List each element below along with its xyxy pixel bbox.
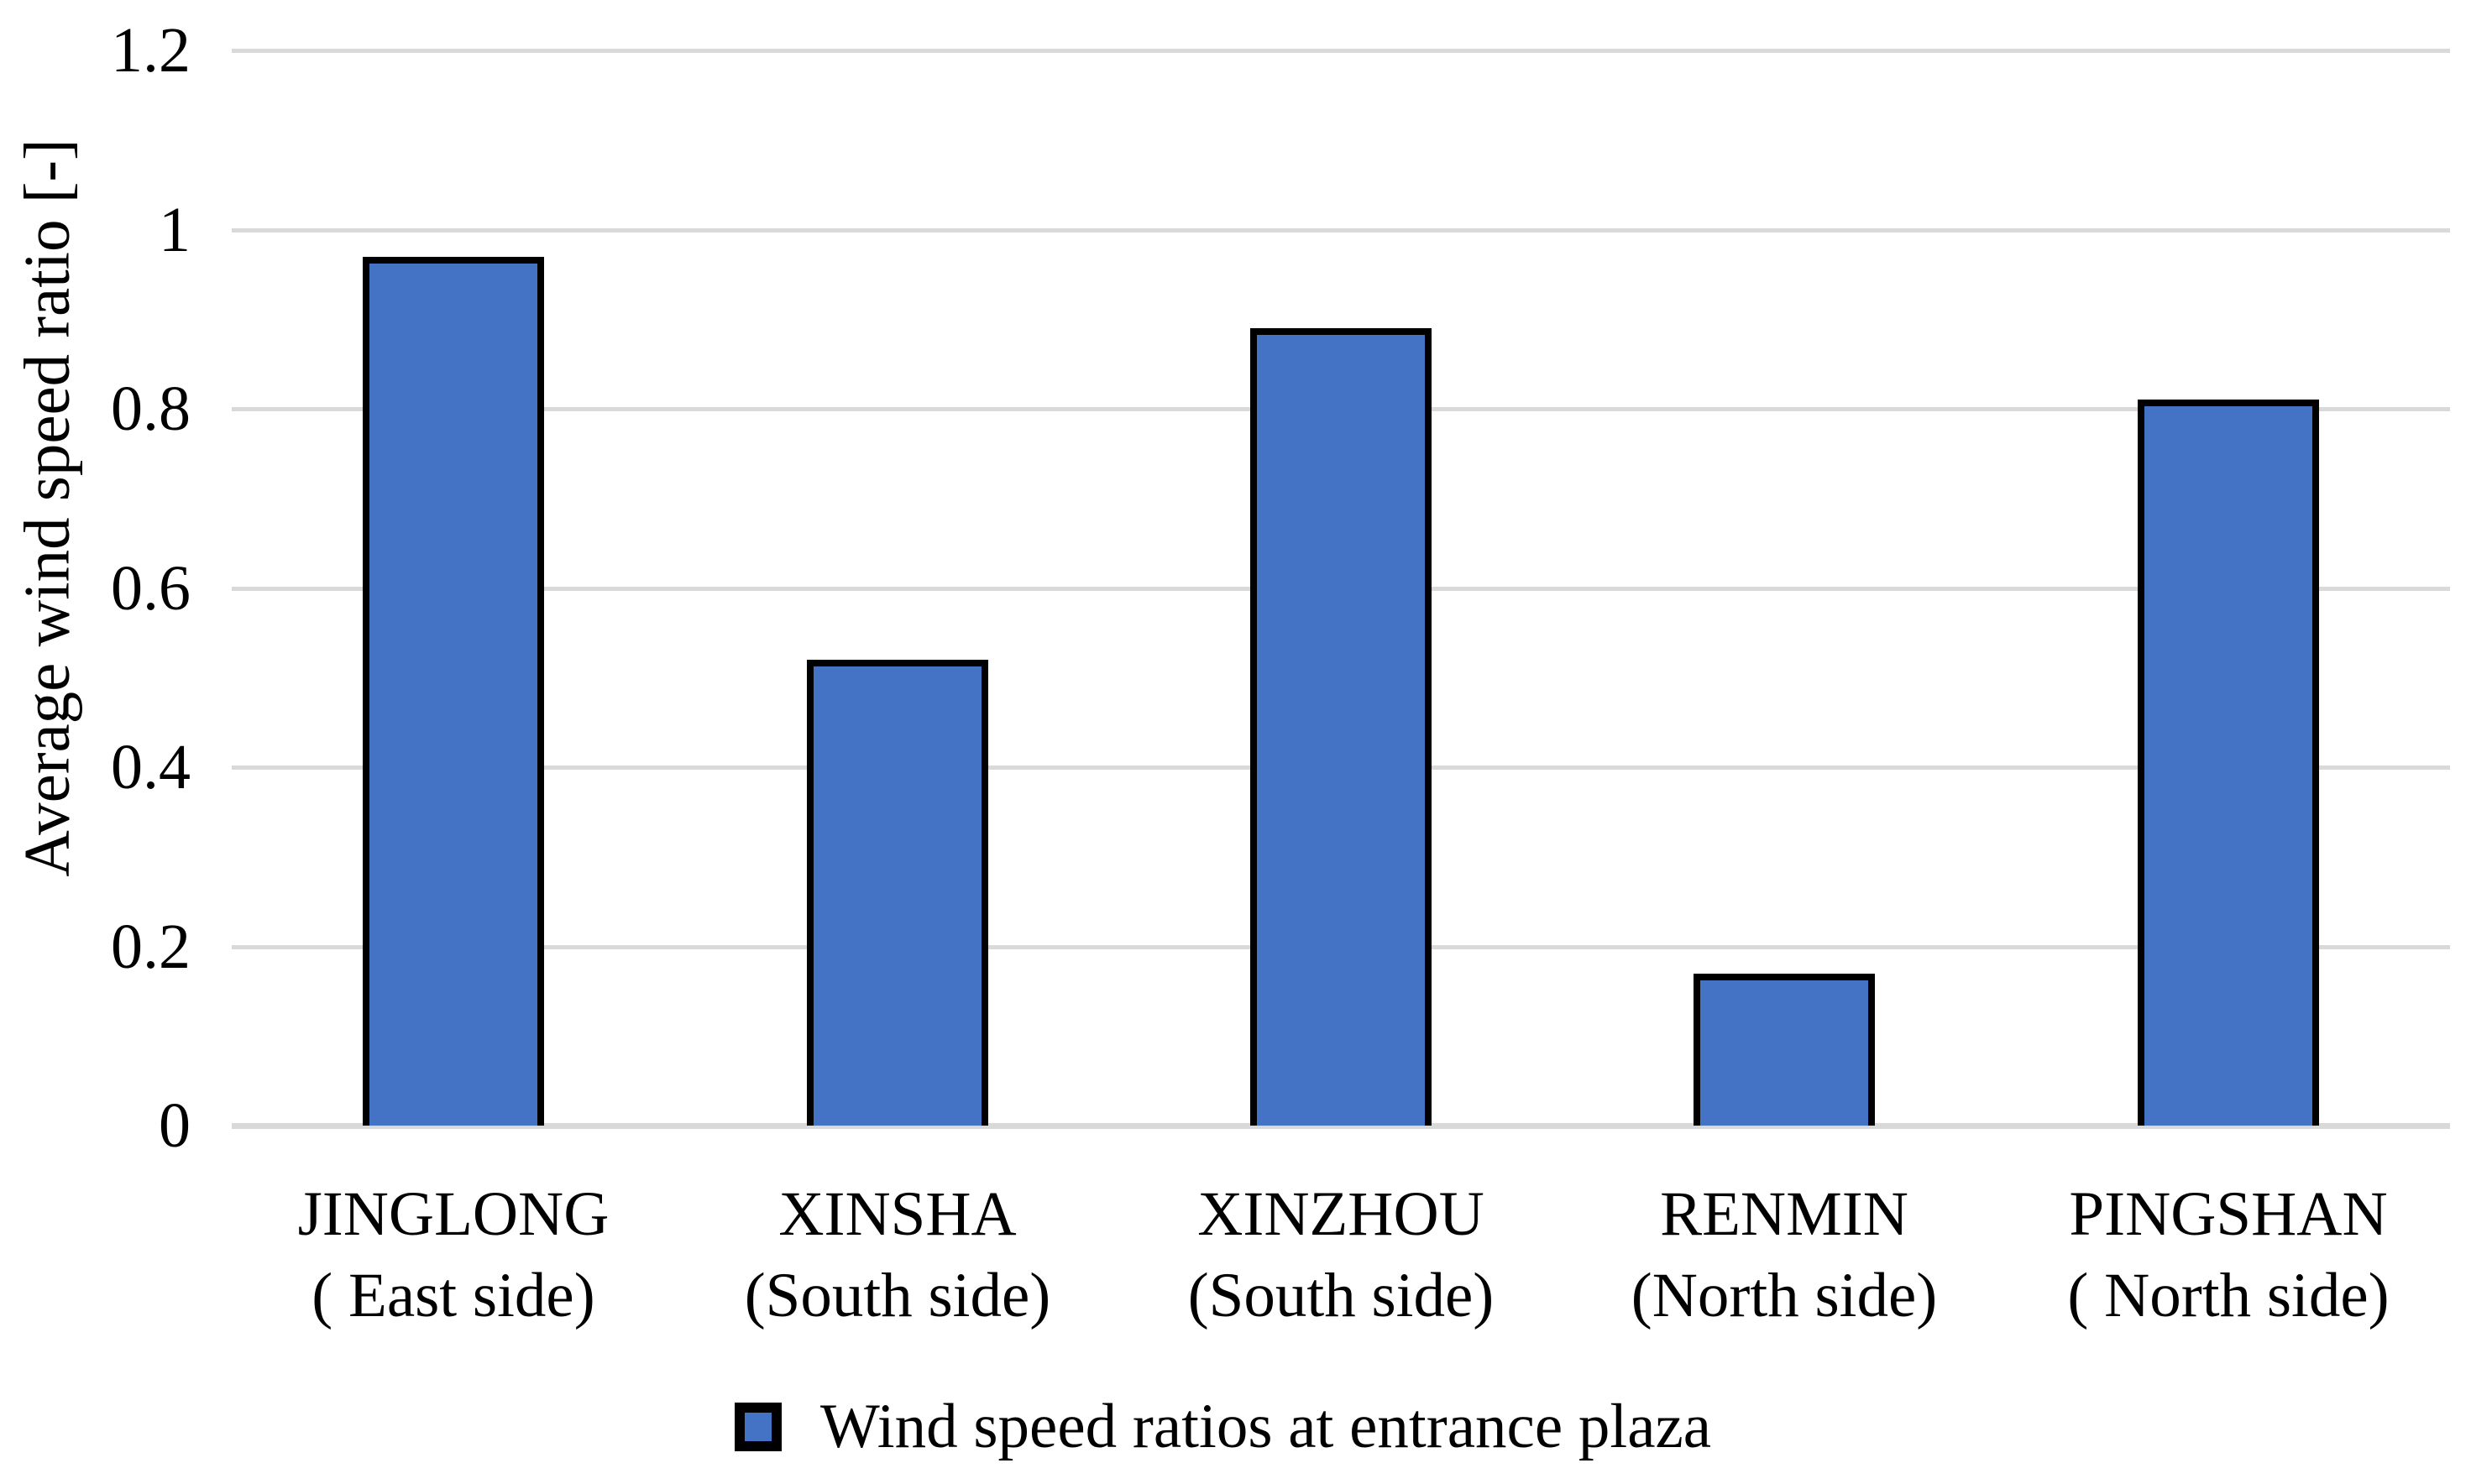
y-tick-label: 0.8 (111, 374, 191, 444)
y-tick-label: 1.2 (111, 15, 191, 86)
gridline (232, 227, 2450, 233)
x-category-label: JINGLONG ( East side) (218, 1173, 688, 1336)
y-tick-label: 0.2 (111, 911, 191, 982)
x-category-label: XINZHOU (South side) (1106, 1173, 1576, 1336)
x-category-label-line: JINGLONG (297, 1179, 610, 1249)
x-category-label: XINSHA (South side) (662, 1173, 1133, 1336)
gridline (232, 49, 2450, 53)
x-axis-line (232, 1123, 2450, 1129)
bar (2138, 400, 2319, 1126)
legend-swatch-icon (735, 1403, 782, 1451)
x-category-label-line: XINSHA (778, 1179, 1017, 1249)
legend: Wind speed ratios at entrance plaza (735, 1389, 1711, 1465)
bar (1694, 974, 1875, 1126)
x-category-label-line: RENMIN (1660, 1179, 1908, 1249)
y-tick-label: 0.6 (111, 552, 191, 624)
y-tick-label: 0 (159, 1090, 191, 1161)
x-category-label-line: PINGSHAN (2069, 1179, 2388, 1249)
x-category-label-line: (North side) (1631, 1261, 1938, 1330)
x-category-label-line: (South side) (744, 1261, 1051, 1330)
bar (807, 660, 988, 1126)
x-category-label: PINGSHAN ( North side) (1993, 1173, 2463, 1336)
bar (1250, 328, 1432, 1126)
x-category-label-line: XINZHOU (1197, 1179, 1484, 1249)
y-tick-label: 1 (159, 194, 191, 265)
legend-label: Wind speed ratios at entrance plaza (820, 1392, 1712, 1461)
x-category-label: RENMIN (North side) (1549, 1173, 2019, 1336)
bar (363, 257, 544, 1126)
x-category-label-line: ( North side) (2067, 1261, 2390, 1330)
y-tick-label: 0.4 (111, 732, 191, 802)
x-category-label-line: (South side) (1187, 1261, 1495, 1330)
x-category-label-line: ( East side) (312, 1261, 595, 1330)
